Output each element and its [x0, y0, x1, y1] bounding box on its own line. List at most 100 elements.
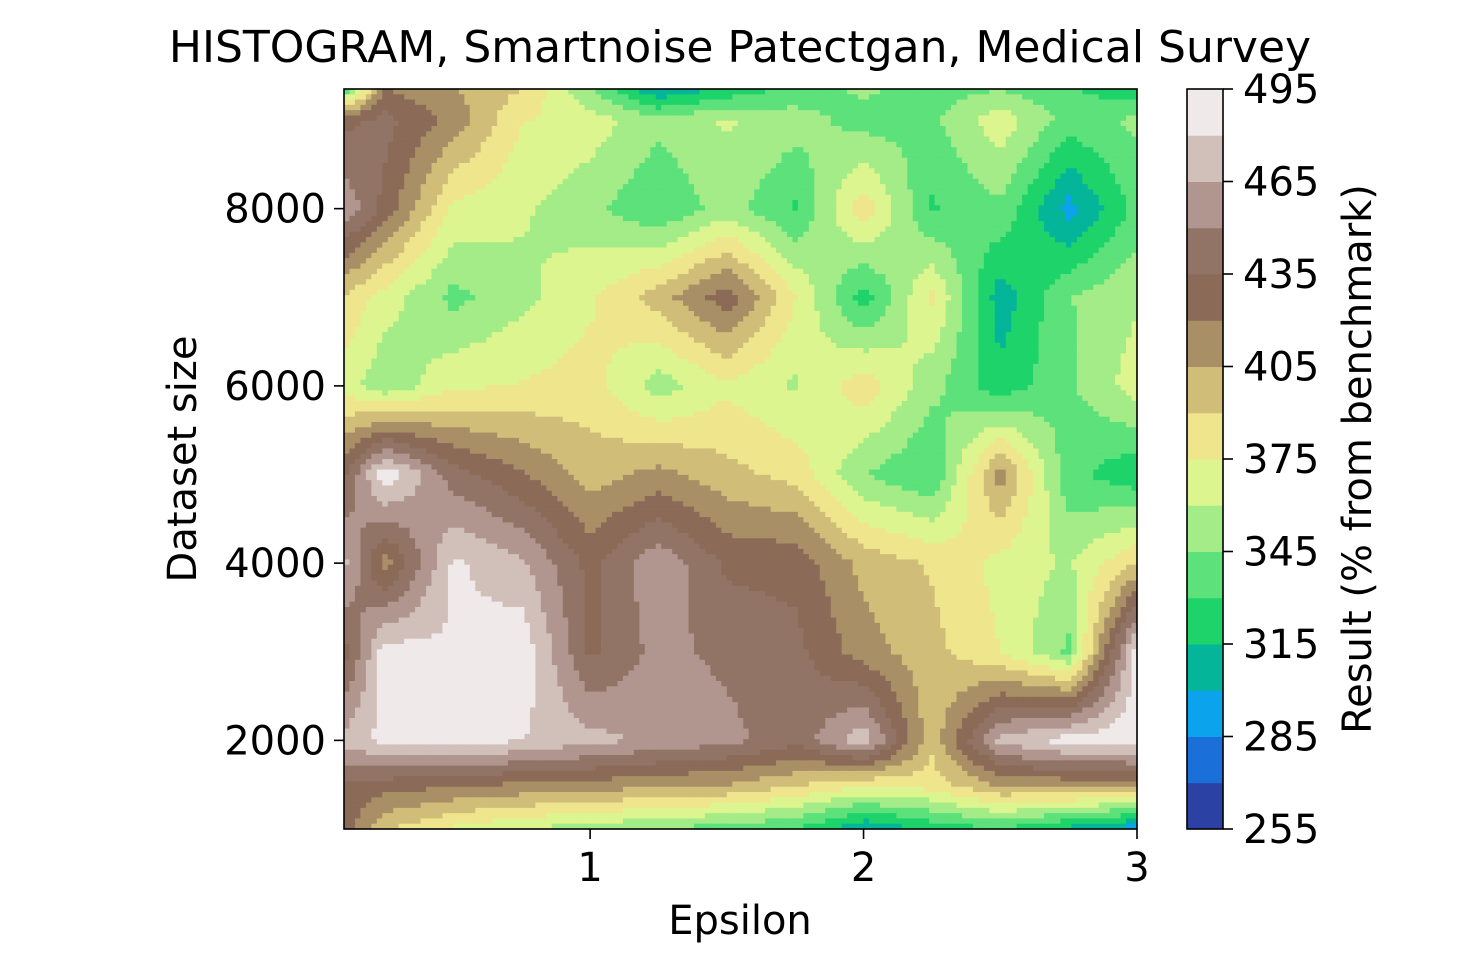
contour-cell — [1071, 152, 1077, 158]
contour-cell — [541, 174, 547, 180]
contour-cell — [415, 226, 421, 232]
contour-cell — [585, 200, 591, 206]
contour-cell — [792, 94, 798, 100]
contour-cell — [1028, 258, 1034, 264]
contour-cell — [579, 174, 585, 180]
contour-cell — [464, 105, 470, 111]
contour-cell — [869, 237, 875, 243]
contour-cell — [798, 137, 804, 143]
contour-cell — [743, 248, 749, 254]
contour-cell — [541, 226, 547, 232]
contour-cell — [1071, 216, 1077, 222]
contour-cell — [574, 89, 580, 95]
contour-cell — [951, 142, 957, 148]
contour-cell — [792, 152, 798, 158]
contour-cell — [940, 237, 946, 243]
contour-cell — [940, 152, 946, 158]
contour-cell — [962, 263, 968, 269]
contour-cell — [907, 216, 913, 222]
contour-cell — [798, 184, 804, 190]
contour-cell — [563, 216, 569, 222]
contour-cell — [732, 253, 738, 259]
contour-cell — [1099, 142, 1105, 148]
contour-cell — [787, 253, 793, 259]
contour-cell — [492, 121, 498, 127]
contour-cell — [404, 163, 410, 169]
contour-cell — [853, 205, 859, 211]
contour-cell — [1060, 168, 1066, 174]
contour-cell — [448, 226, 454, 232]
contour-cell — [1110, 137, 1116, 143]
contour-cell — [1110, 232, 1116, 238]
contour-cell — [1050, 126, 1056, 132]
contour-cell — [803, 205, 809, 211]
contour-cell — [607, 258, 613, 264]
contour-cell — [809, 221, 815, 227]
contour-cell — [716, 158, 722, 164]
contour-cell — [967, 253, 973, 259]
contour-cell — [864, 115, 870, 121]
contour-cell — [1044, 163, 1050, 169]
contour-cell — [951, 158, 957, 164]
contour-cell — [442, 174, 448, 180]
contour-cell — [366, 174, 372, 180]
contour-cell — [957, 110, 963, 116]
contour-cell — [710, 168, 716, 174]
contour-cell — [1060, 263, 1066, 269]
contour-cell — [492, 131, 498, 137]
contour-cell — [601, 211, 607, 217]
contour-cell — [437, 221, 443, 227]
contour-cell — [1022, 195, 1028, 201]
contour-cell — [1088, 237, 1094, 243]
contour-cell — [880, 131, 886, 137]
contour-cell — [393, 163, 399, 169]
contour-cell — [607, 216, 613, 222]
contour-cell — [1121, 226, 1127, 232]
contour-cell — [831, 205, 837, 211]
contour-cell — [1044, 89, 1050, 95]
contour-cell — [913, 142, 919, 148]
contour-cell — [1126, 179, 1132, 185]
contour-cell — [896, 89, 902, 95]
contour-cell — [442, 195, 448, 201]
contour-cell — [448, 100, 454, 106]
contour-cell — [913, 200, 919, 206]
contour-cell — [508, 211, 514, 217]
contour-cell — [776, 147, 782, 153]
contour-cell — [776, 184, 782, 190]
contour-cell — [623, 205, 629, 211]
contour-cell — [951, 200, 957, 206]
contour-cell — [464, 163, 470, 169]
contour-cell — [1126, 89, 1132, 95]
contour-cell — [1099, 195, 1105, 201]
contour-cell — [803, 232, 809, 238]
contour-cell — [1071, 100, 1077, 106]
contour-cell — [973, 142, 979, 148]
contour-cell — [623, 189, 629, 195]
contour-cell — [962, 158, 968, 164]
contour-cell — [590, 211, 596, 217]
contour-cell — [524, 195, 530, 201]
contour-cell — [891, 147, 897, 153]
contour-cell — [497, 174, 503, 180]
contour-cell — [623, 184, 629, 190]
contour-cell — [459, 263, 465, 269]
contour-cell — [1104, 205, 1110, 211]
contour-cell — [508, 184, 514, 190]
contour-cell — [645, 168, 651, 174]
contour-cell — [1088, 110, 1094, 116]
contour-cell — [978, 168, 984, 174]
contour-cell — [486, 137, 492, 143]
contour-cell — [940, 248, 946, 254]
contour-cell — [1099, 189, 1105, 195]
contour-cell — [371, 269, 377, 275]
contour-cell — [349, 263, 355, 269]
contour-cell — [935, 216, 941, 222]
contour-cell — [694, 221, 700, 227]
contour-cell — [864, 237, 870, 243]
contour-cell — [514, 211, 520, 217]
contour-cell — [732, 142, 738, 148]
contour-cell — [1011, 121, 1017, 127]
contour-cell — [574, 142, 580, 148]
contour-cell — [858, 263, 864, 269]
